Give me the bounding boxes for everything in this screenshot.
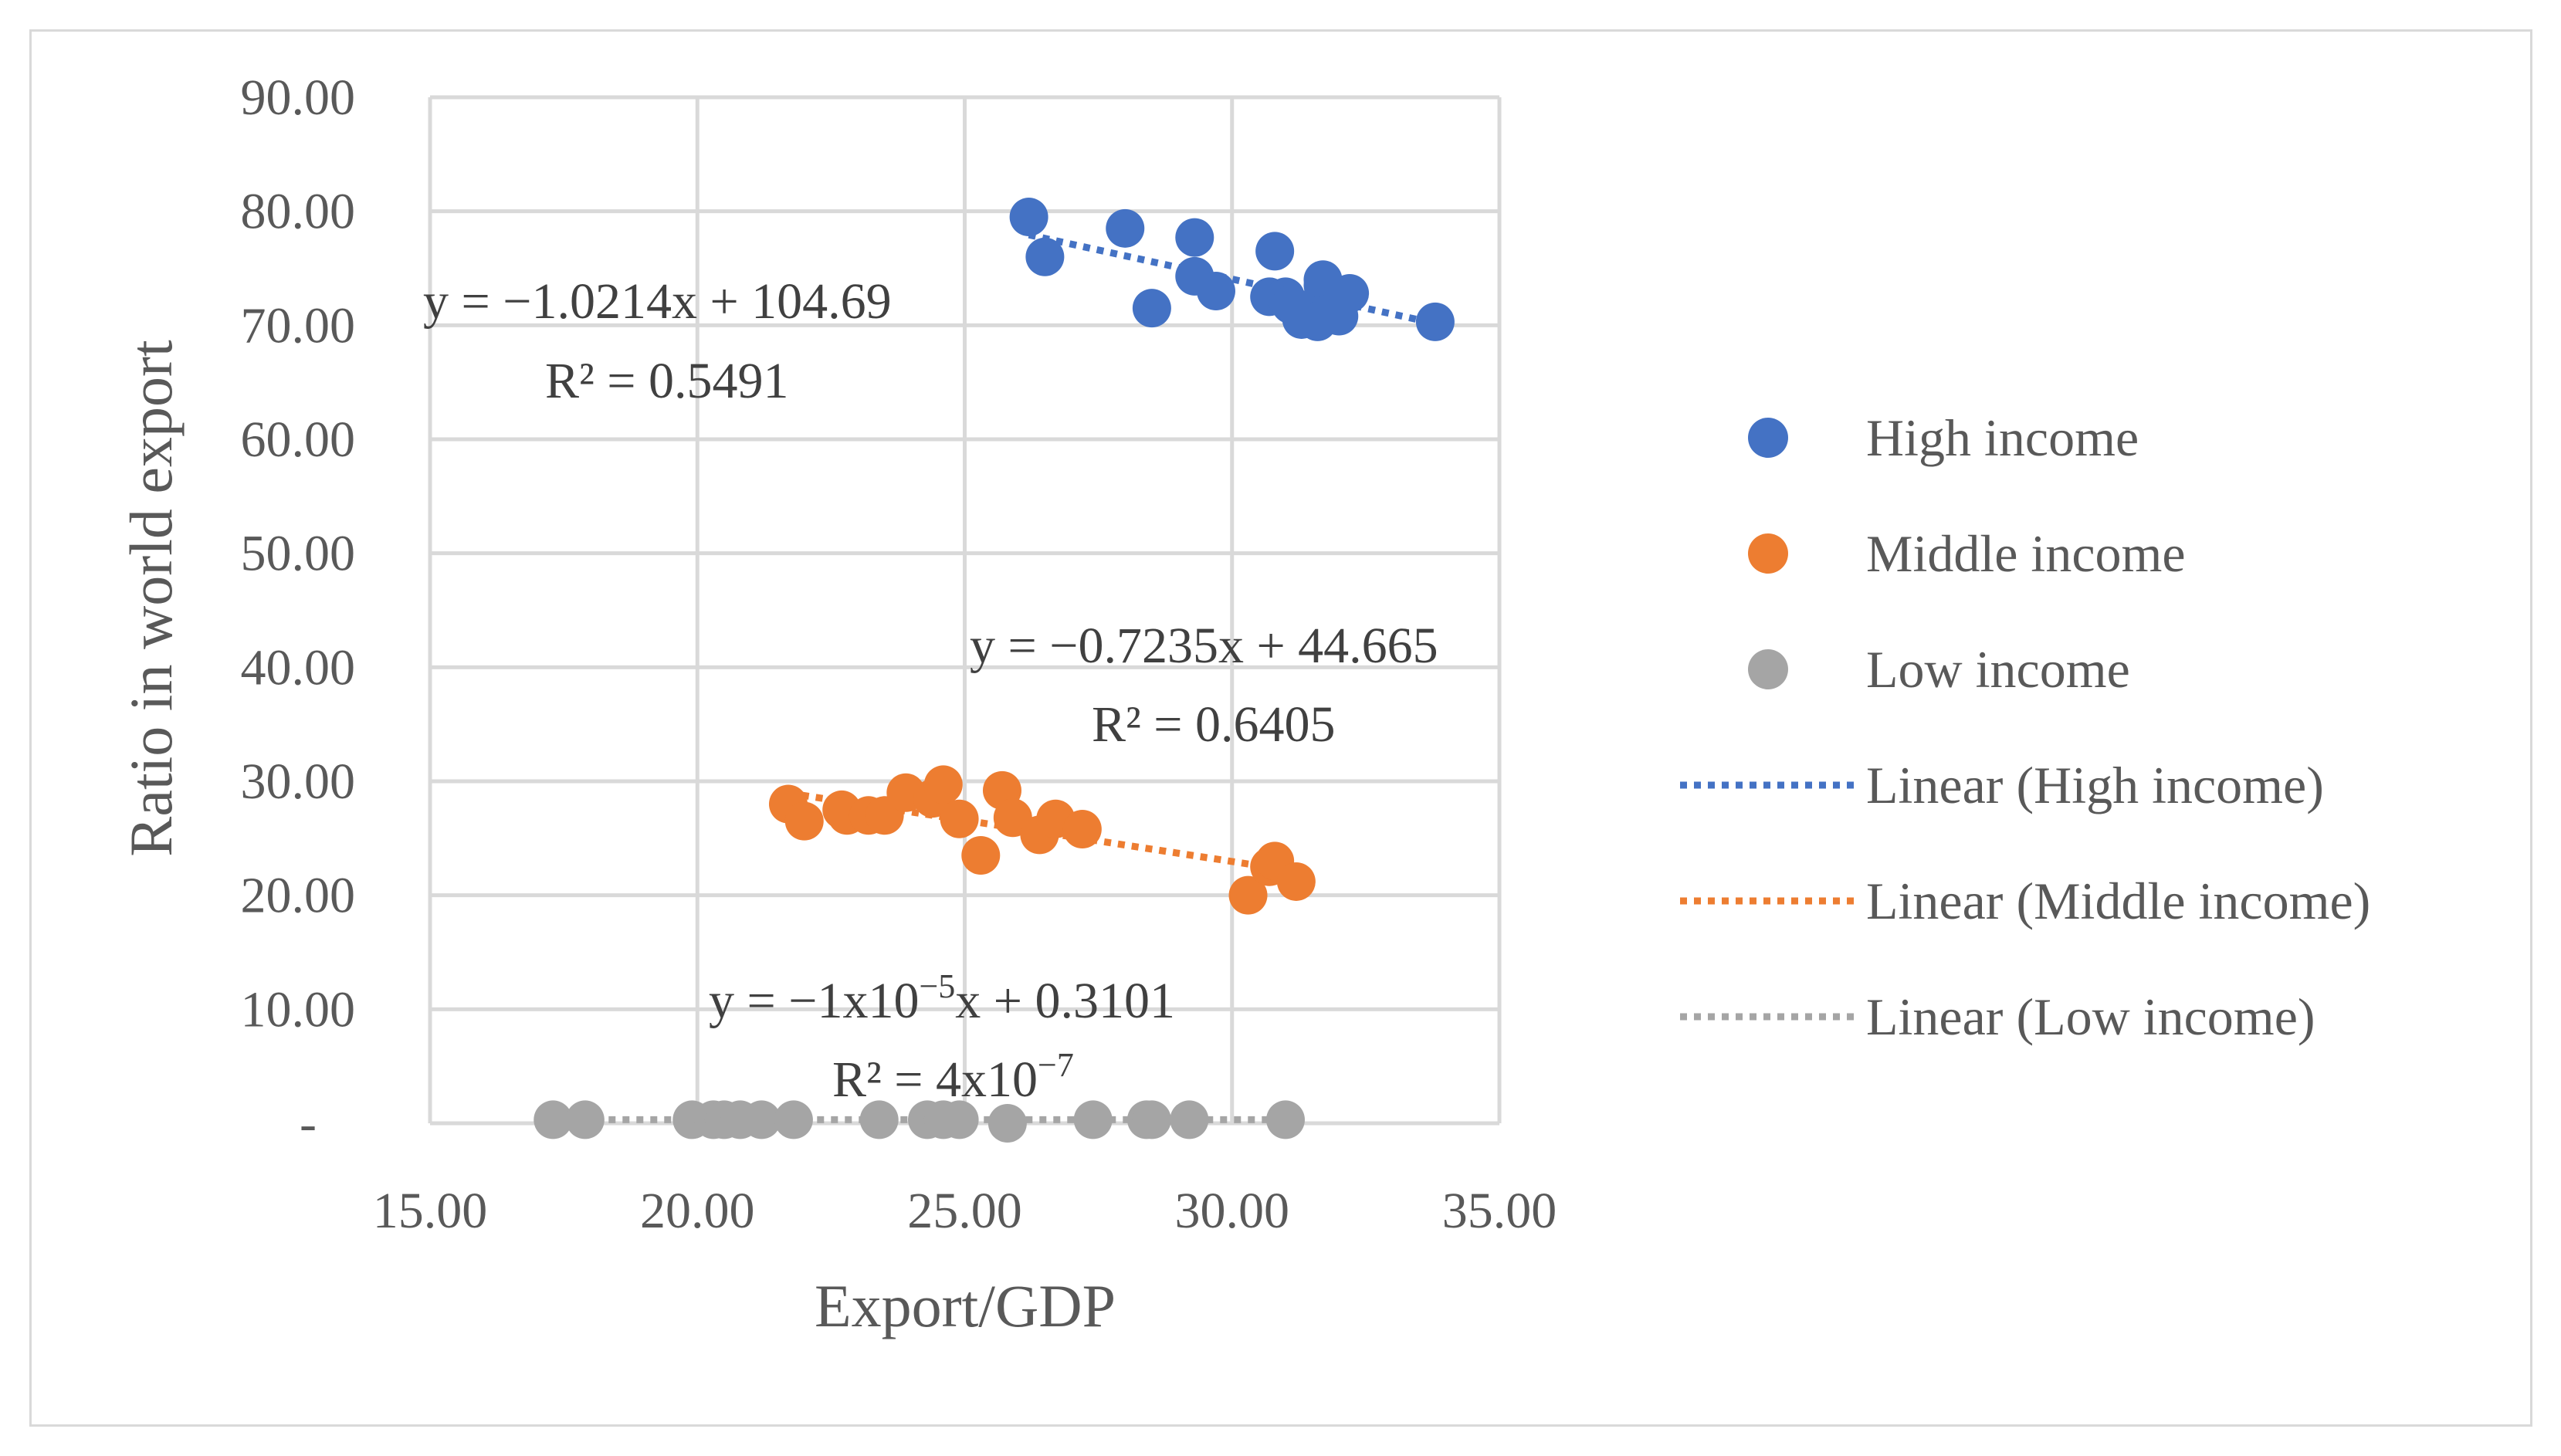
legend: High income Middle income Low income Lin… [1680,408,2370,1046]
low-income-r2-exponent: −7 [1038,1046,1074,1084]
low-income-point [742,1100,781,1139]
middle-income-point [1062,810,1102,849]
y-tick-label: 10.00 [241,981,356,1038]
low-income-r2: R² = 4x10−7 [832,1046,1074,1108]
low-income-equation-prefix: y = −1x10 [709,973,919,1029]
legend-label-linear-high-income: Linear (High income) [1866,756,2324,814]
middle-income-point [940,799,979,838]
high-income-point [1009,198,1048,237]
low-income-equation: y = −1x10−5x + 0.3101 [709,967,1175,1029]
high-income-point [1132,289,1171,328]
y-tick-label: 80.00 [241,184,356,240]
x-tick-label: 20.00 [640,1183,755,1239]
legend-label-middle-income: Middle income [1866,524,2186,583]
legend-label-linear-middle-income: Linear (Middle income) [1866,872,2370,930]
y-tick-label: 50.00 [241,526,356,582]
y-axis-title: Ratio in world export [117,340,185,857]
legend-label-high-income: High income [1866,408,2139,467]
middle-income-point [1228,875,1268,915]
low-income-point [565,1100,605,1139]
legend-marker-high-income [1748,418,1788,458]
y-tick-label: - [300,1095,317,1152]
high-income-point [1330,273,1370,313]
x-tick-label: 35.00 [1442,1183,1557,1239]
middle-income-point [961,835,1001,875]
legend-label-linear-low-income: Linear (Low income) [1866,987,2315,1046]
high-income-point [1025,237,1065,276]
low-income-equation-suffix: x + 0.3101 [955,973,1175,1029]
low-income-point [1073,1100,1113,1139]
middle-income-point [1276,862,1316,901]
low-income-equation-exponent: −5 [919,967,955,1005]
middle-income-point [923,765,963,804]
y-tick-label: 70.00 [241,297,356,354]
high-income-point [1175,218,1214,257]
high-income-point [1415,302,1455,341]
legend-label-low-income: Low income [1866,640,2130,699]
y-tick-label: 60.00 [241,411,356,468]
high-income-point [1255,232,1295,271]
x-tick-label: 30.00 [1175,1183,1290,1239]
low-income-point [987,1104,1027,1143]
low-income-r2-prefix: R² = 4x10 [832,1051,1038,1108]
x-tick-label: 15.00 [373,1183,488,1239]
low-income-point [774,1100,813,1139]
high-income-equation: y = −1.0214x + 104.69 [423,273,892,330]
middle-income-equation: y = −0.7235x + 44.665 [970,618,1438,674]
low-income-point [534,1100,573,1139]
x-tick-label: 25.00 [907,1183,1022,1239]
low-income-point [940,1100,979,1139]
low-income-point [859,1100,899,1139]
high-income-point [1106,208,1145,248]
high-income-point [1196,272,1235,311]
legend-marker-low-income [1748,649,1788,689]
tick-labels: - 10.00 20.00 30.00 40.00 50.00 60.00 70.00 80.0… [241,69,1557,1239]
low-income-point [1266,1100,1305,1139]
y-tick-label: 90.00 [241,69,356,126]
middle-income-r2: R² = 0.6405 [1092,696,1336,753]
x-axis-title: Export/GDP [815,1272,1116,1339]
y-tick-label: 30.00 [241,753,356,810]
gridlines [428,95,1502,1126]
high-income-r2: R² = 0.5491 [545,353,789,409]
middle-income-point [784,801,824,841]
data-points [534,198,1455,1143]
y-tick-label: 40.00 [241,639,356,696]
y-tick-label: 20.00 [241,868,356,924]
low-income-point [1132,1100,1171,1139]
low-income-point [1170,1100,1209,1139]
legend-marker-middle-income [1748,533,1788,574]
